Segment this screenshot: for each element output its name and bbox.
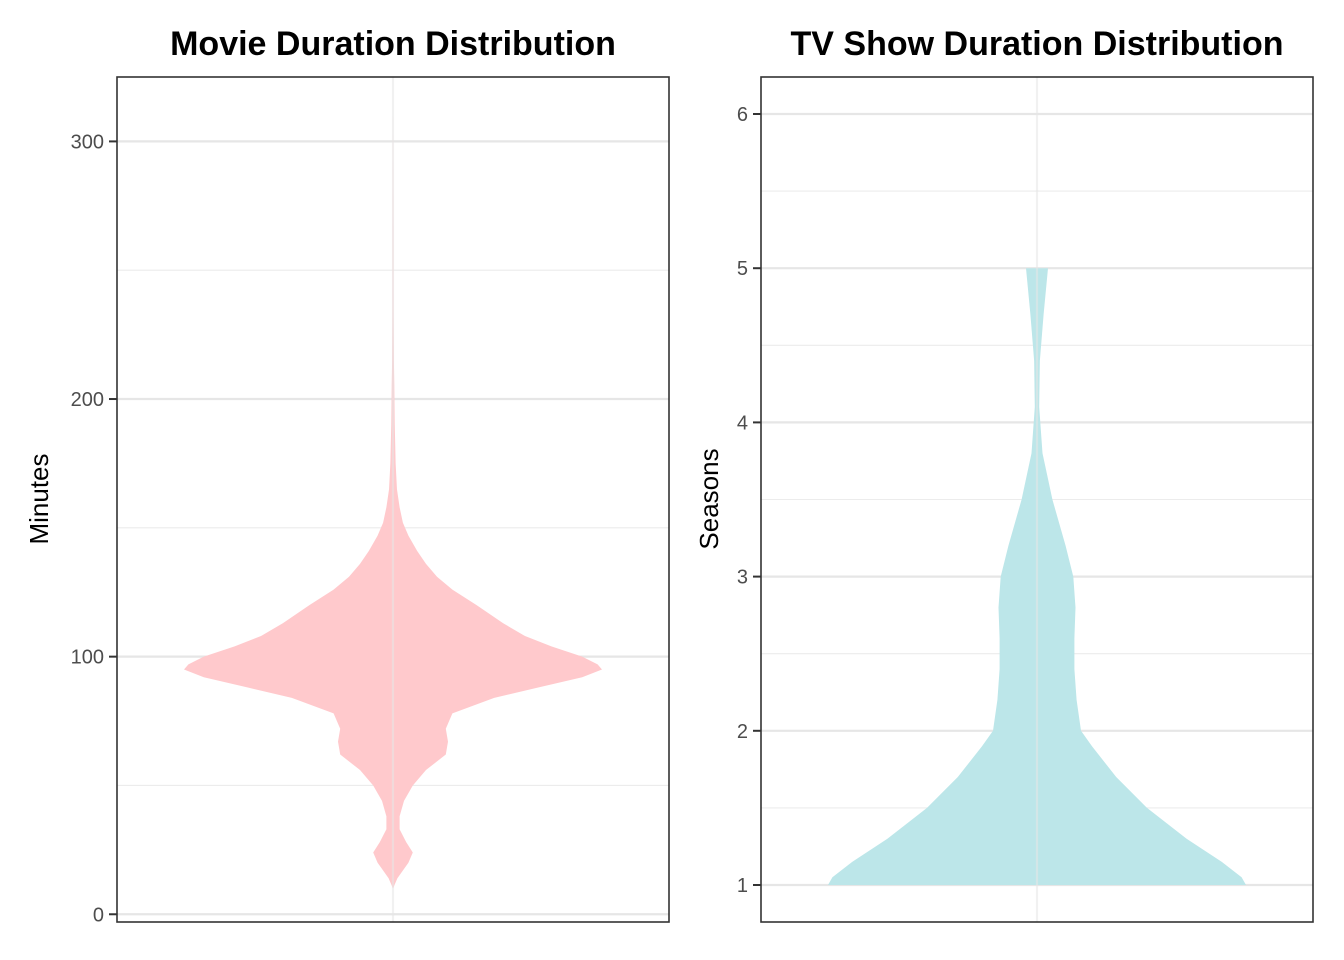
tv-y-tick-label: 2 <box>737 721 748 743</box>
tv-y-tick-label: 5 <box>737 258 748 280</box>
movie-chart-title: Movie Duration Distribution <box>170 25 616 63</box>
movie-y-tick-label: 100 <box>71 647 104 669</box>
tv-y-axis: 1 2 3 4 5 6 <box>737 104 761 897</box>
movie-plot-frame <box>116 76 670 923</box>
movie-y-tick-label: 0 <box>93 904 104 926</box>
movie-y-tick-label: 200 <box>71 389 104 411</box>
tv-y-tick-label: 4 <box>737 412 748 434</box>
movie-duration-panel: Movie Duration Distribution Minutes 0 100… <box>24 25 670 926</box>
tv-y-axis-label: Seasons <box>694 448 724 549</box>
movie-y-axis-label: Minutes <box>24 453 54 544</box>
tv-plot-frame <box>760 76 1314 923</box>
tv-plot-area <box>828 77 1246 922</box>
movie-y-tick-label: 300 <box>71 131 104 153</box>
tv-chart-title: TV Show Duration Distribution <box>791 25 1284 63</box>
tv-y-tick-label: 6 <box>737 104 748 126</box>
movie-y-axis: 0 100 200 300 <box>71 131 117 926</box>
movie-plot-area <box>184 77 602 922</box>
tv-y-tick-label: 3 <box>737 567 748 589</box>
tv-duration-panel: TV Show Duration Distribution Seasons 1 2… <box>694 25 1314 923</box>
tv-y-tick-label: 1 <box>737 875 748 897</box>
